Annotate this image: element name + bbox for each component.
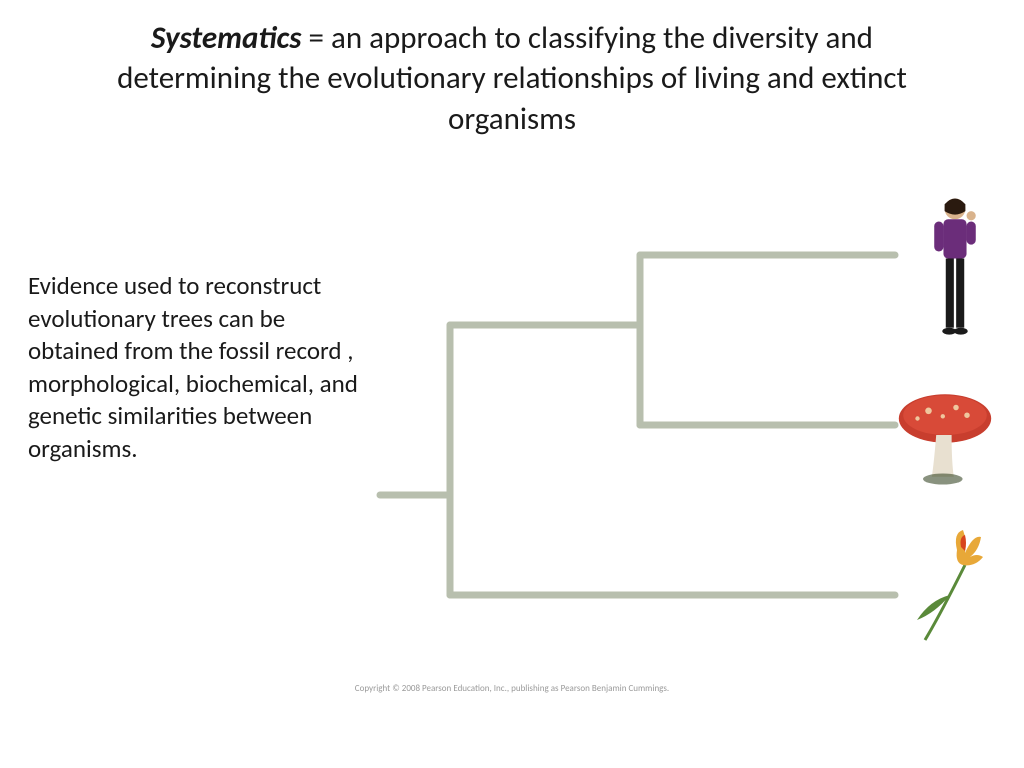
organism-human xyxy=(910,190,1000,350)
organism-tulip xyxy=(900,520,1010,650)
slide-title: Systematics = an approach to classifying… xyxy=(100,18,924,139)
body-paragraph: Evidence used to reconstruct evolutionar… xyxy=(28,270,358,465)
title-term: Systematics xyxy=(151,19,302,57)
copyright-text: Copyright © 2008 Pearson Education, Inc.… xyxy=(0,683,1024,694)
organism-mushroom xyxy=(890,380,1000,490)
phylogenetic-tree xyxy=(370,195,910,625)
